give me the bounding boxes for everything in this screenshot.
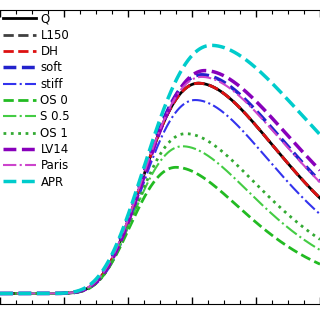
Legend: Q, L150, DH, soft, stiff, OS 0, S 0.5, OS 1, LV14, Paris, APR: Q, L150, DH, soft, stiff, OS 0, S 0.5, O… [3, 12, 70, 188]
